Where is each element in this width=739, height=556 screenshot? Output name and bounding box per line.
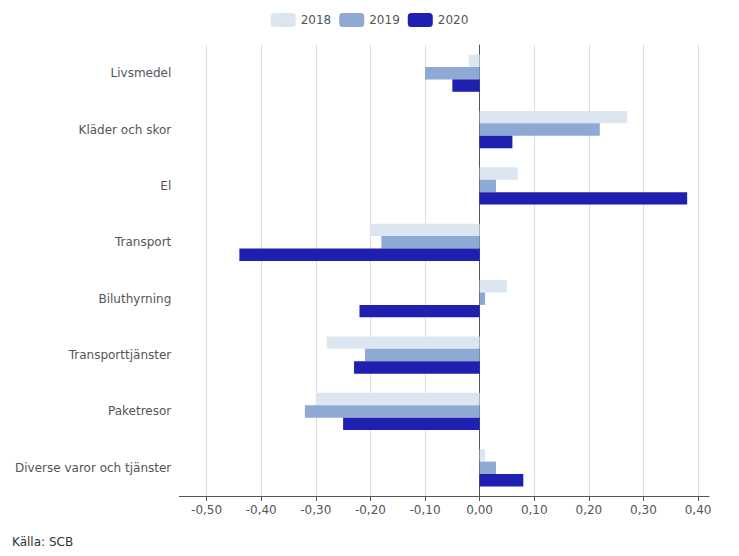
svg-text:0,20: 0,20	[575, 503, 602, 517]
svg-text:Diverse varor och tjänster: Diverse varor och tjänster	[15, 461, 171, 475]
svg-text:0,10: 0,10	[521, 503, 548, 517]
svg-text:Transport: Transport	[114, 235, 172, 249]
svg-text:Biluthyrning: Biluthyrning	[98, 292, 171, 306]
svg-text:Kläder och skor: Kläder och skor	[79, 123, 172, 137]
svg-text:Paketresor: Paketresor	[108, 404, 171, 418]
svg-text:El: El	[160, 179, 171, 193]
svg-text:Livsmedel: Livsmedel	[111, 66, 172, 80]
svg-text:0,00: 0,00	[466, 503, 493, 517]
svg-text:Källa: SCB: Källa: SCB	[12, 535, 73, 549]
svg-text:-0,20: -0,20	[355, 503, 386, 517]
svg-text:-0,40: -0,40	[246, 503, 277, 517]
svg-text:-0,50: -0,50	[191, 503, 222, 517]
svg-text:Transporttjänster: Transporttjänster	[68, 348, 172, 362]
svg-text:2018: 2018	[301, 13, 332, 27]
svg-text:-0,10: -0,10	[409, 503, 440, 517]
svg-text:2020: 2020	[438, 13, 469, 27]
svg-text:2019: 2019	[369, 13, 400, 27]
svg-text:0,30: 0,30	[630, 503, 657, 517]
svg-text:-0,30: -0,30	[300, 503, 331, 517]
svg-text:0,40: 0,40	[685, 503, 712, 517]
